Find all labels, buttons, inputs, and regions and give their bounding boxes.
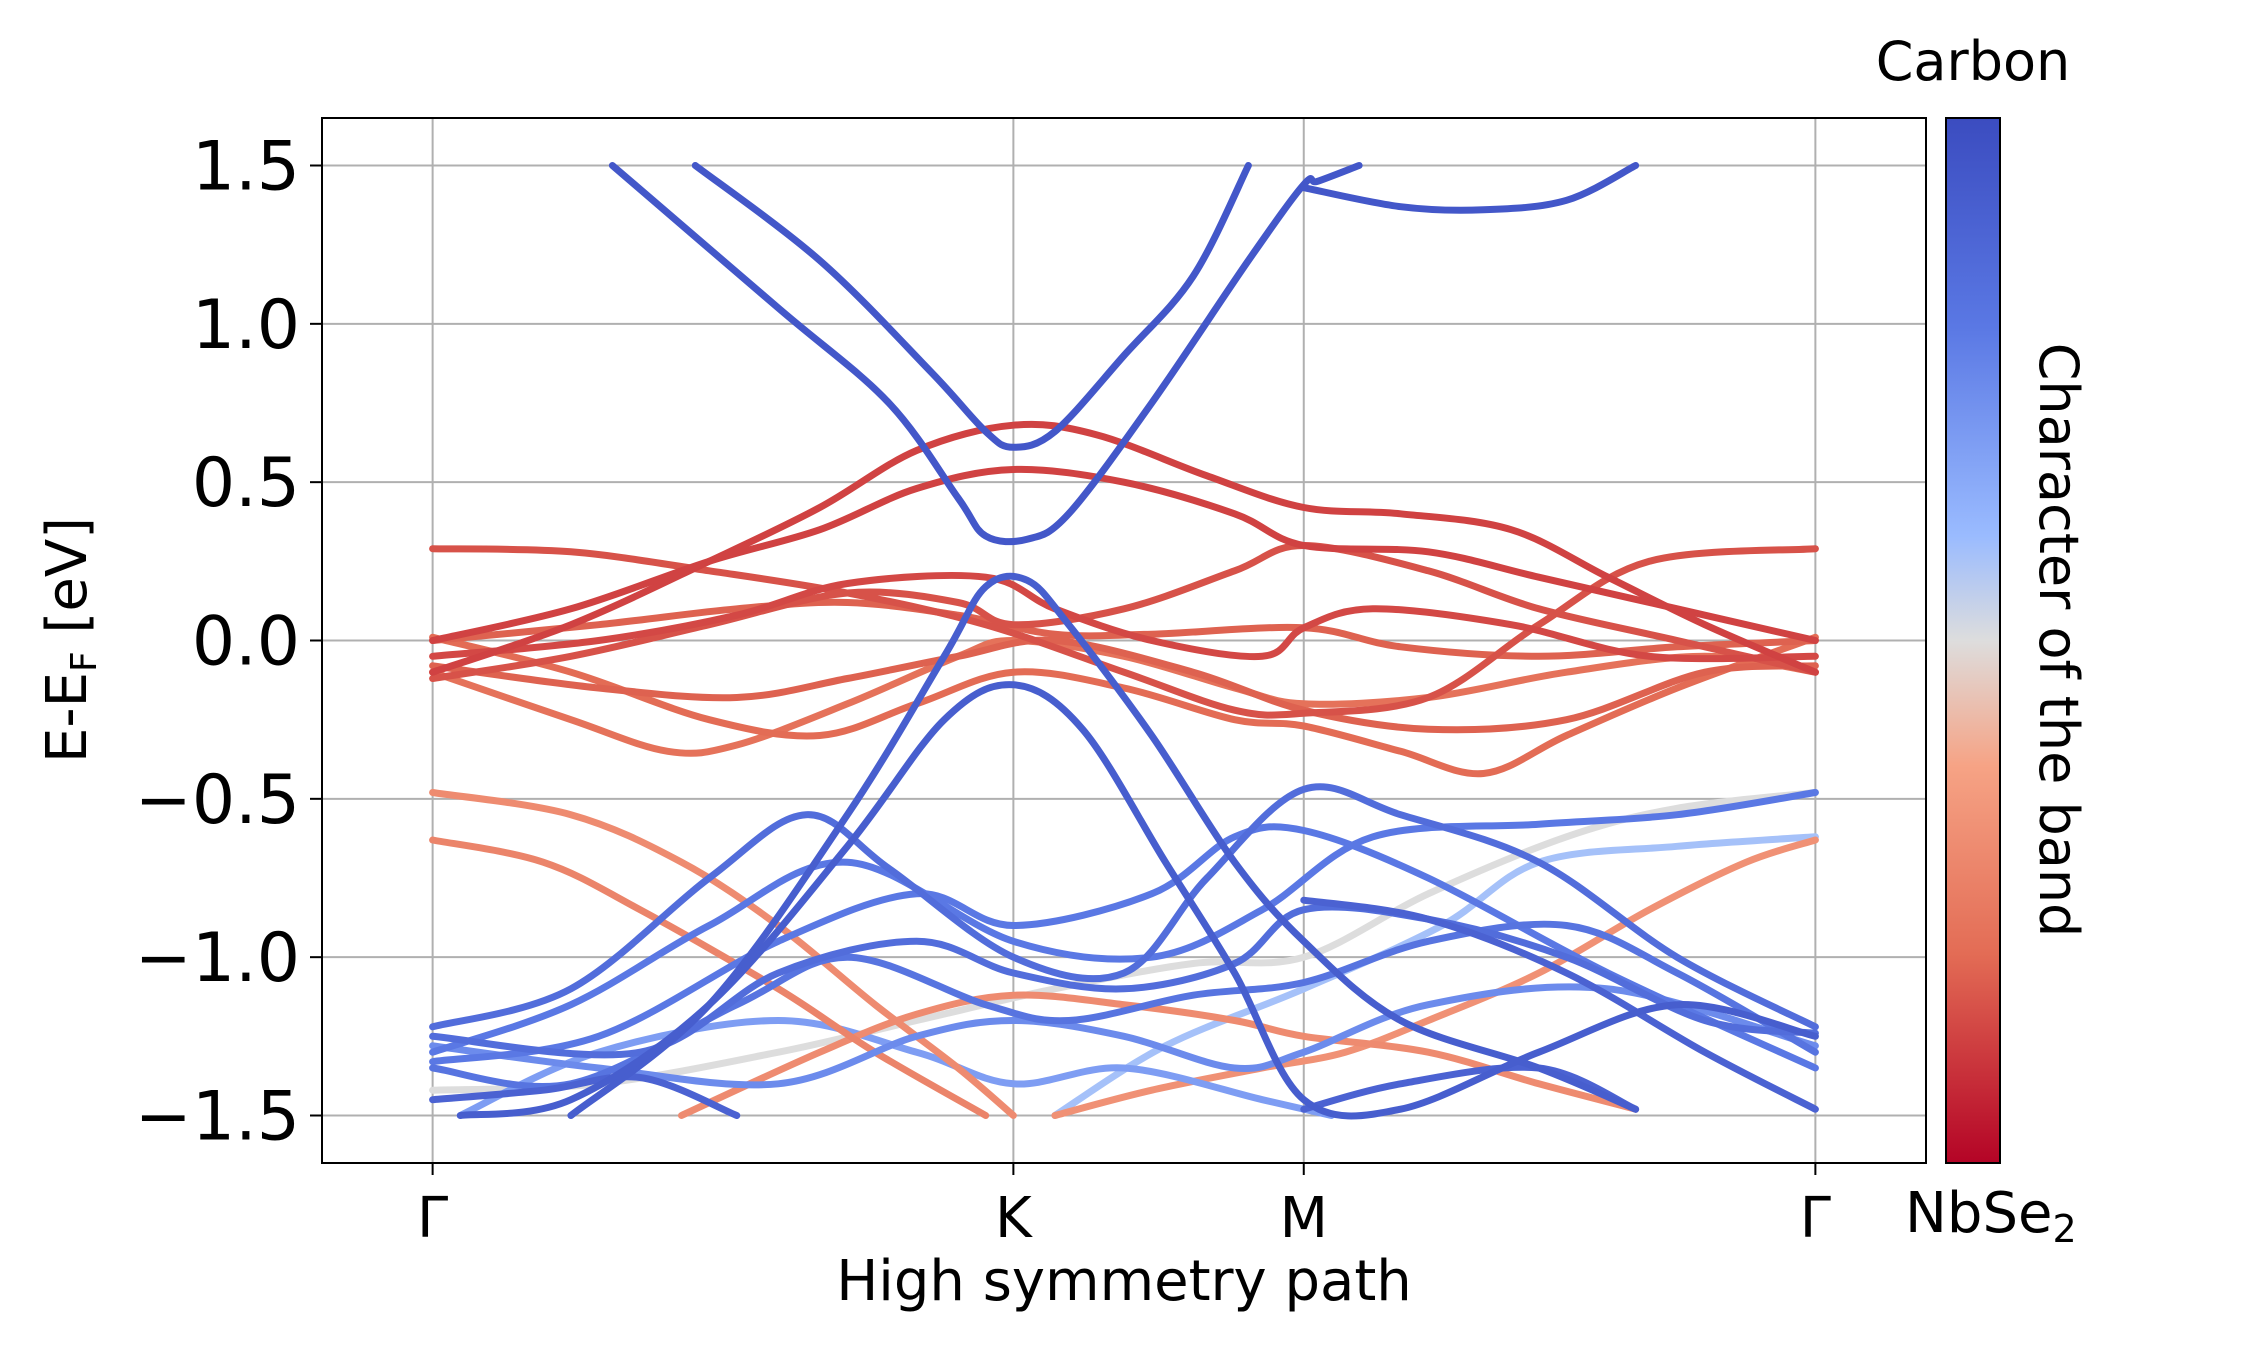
- grid: [322, 118, 1926, 1163]
- band-line-25: [429, 598, 1819, 660]
- y-axis-label-subscript: F: [64, 651, 105, 672]
- y-tick-label: 0.0: [192, 603, 300, 682]
- x-tick-label: K: [995, 1186, 1033, 1251]
- band-line-28: [429, 542, 1819, 682]
- y-tick-label: −1.0: [135, 919, 300, 998]
- band-line-20: [1051, 836, 1819, 1119]
- y-tick-label: 1.5: [192, 128, 300, 207]
- y-axis-label-main: E-E: [35, 672, 100, 763]
- band-lines: [429, 162, 1819, 1120]
- y-axis-label-unit: [eV]: [35, 517, 100, 651]
- colorbar-bottom-label-subscript: 2: [2052, 1207, 2076, 1251]
- svg-text:Character of the band: Character of the band: [2027, 343, 2090, 938]
- y-axis-label: E-EF [eV]: [35, 517, 105, 763]
- x-tick-label: Γ: [417, 1186, 448, 1251]
- y-axis-ticks: 1.5 1.0 0.5 0.0 −0.5 −1.0 −1.5: [135, 128, 322, 1157]
- band-line-8: [429, 903, 1819, 1059]
- band-line-11: [429, 1073, 741, 1119]
- y-tick-label: −1.5: [135, 1078, 300, 1157]
- svg-text:E-EF [eV]: E-EF [eV]: [35, 517, 105, 763]
- band-line-23: [429, 636, 1819, 734]
- band-line-10: [429, 983, 1819, 1089]
- colorbar-bottom-label: NbSe2: [1905, 1181, 2077, 1251]
- x-tick-label: Γ: [1800, 1186, 1831, 1251]
- band-line-3: [567, 572, 1640, 1119]
- band-line-22: [429, 633, 1819, 778]
- band-line-5: [429, 783, 1819, 1031]
- band-line-7: [429, 823, 1819, 1072]
- x-axis-label: High symmetry path: [836, 1249, 1412, 1314]
- colorbar-axis-label: Character of the band: [2027, 343, 2090, 938]
- y-tick-label: 1.0: [192, 286, 300, 365]
- y-tick-label: 0.5: [192, 444, 300, 523]
- band-line-2: [1300, 162, 1640, 214]
- colorbar: [1945, 117, 2001, 1164]
- band-line-1: [691, 162, 1252, 451]
- band-line-4: [456, 681, 1819, 1120]
- band-line-0: [608, 162, 1363, 546]
- band-line-13: [1300, 1063, 1640, 1113]
- y-tick-label: −0.5: [135, 761, 300, 840]
- band-line-16: [429, 789, 1819, 1094]
- band-line-12: [1300, 896, 1819, 1113]
- band-line-18: [429, 836, 990, 1119]
- colorbar-bottom-label-main: NbSe: [1905, 1181, 2052, 1246]
- band-line-27: [429, 465, 1819, 644]
- x-tick-label: M: [1280, 1186, 1328, 1251]
- band-line-29: [429, 571, 1819, 663]
- colorbar-top-label: Carbon: [1876, 30, 2071, 93]
